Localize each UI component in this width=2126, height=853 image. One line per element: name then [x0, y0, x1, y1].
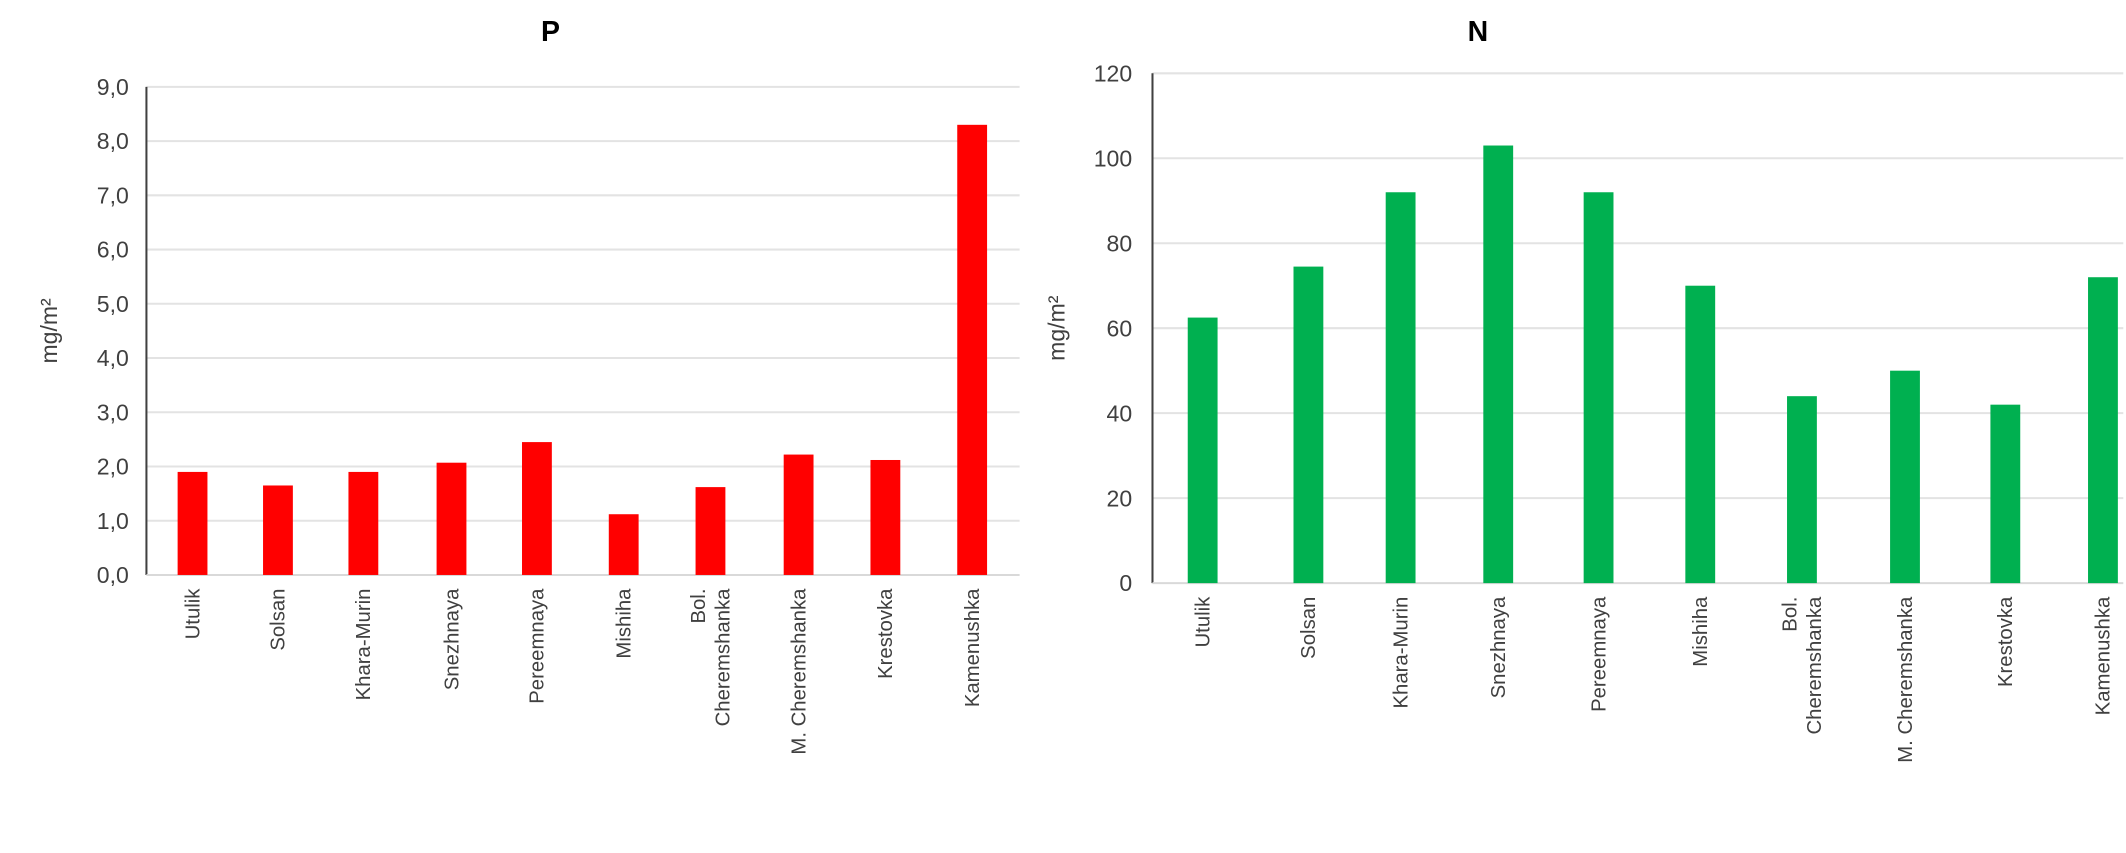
y-tick-label: 40: [1107, 400, 1133, 426]
bar-mishiha: [1685, 285, 1716, 584]
y-tick-label: 6,0: [97, 237, 129, 263]
x-tick-label: Pereemnaya: [527, 588, 549, 704]
bar-snezhnaya: [1483, 145, 1514, 584]
y-axis-label: mg/m²: [36, 298, 62, 364]
chart-p: P 0,0 1,0 2,0 3,0 4,0 5,0 6,0 7,0 8,0 9,0 mg/m² Utul…: [36, 16, 1020, 755]
y-tick-label: 2,0: [97, 454, 129, 480]
x-tick-label: Kamenushka: [962, 588, 984, 707]
y-tick-label: 5,0: [97, 291, 129, 317]
x-tick-label: Snezhnaya: [441, 588, 463, 690]
bar-utulik: [1187, 317, 1218, 584]
bar-m-cheremshanka: [783, 454, 814, 575]
bar-snezhnaya: [436, 462, 467, 575]
x-tick-label: Bol. Cheremshanka: [688, 588, 734, 727]
y-tick-label: 120: [1094, 60, 1132, 86]
x-tick-label: Solsan: [268, 589, 290, 651]
chart-n: N 0 20 40 60 80 100 120 mg/m² Utulik Solsan Khara-M…: [1043, 16, 2124, 763]
x-tick-label: Snezhnaya: [1488, 596, 1510, 698]
bar-bol-cheremshanka: [695, 487, 726, 575]
bar-solsan: [263, 485, 293, 575]
x-tick-label: Kamenushka: [2093, 596, 2115, 715]
y-tick-label: 0: [1119, 570, 1132, 596]
y-tick-label: 1,0: [97, 508, 129, 534]
chart-title: P: [541, 16, 560, 48]
x-tick-label: Bol. Cheremshanka: [1780, 596, 1826, 735]
y-tick-label: 7,0: [97, 182, 129, 208]
y-tick-label: 20: [1107, 485, 1133, 511]
bar-bol-cheremshanka: [1787, 396, 1817, 584]
x-tick-label: Solsan: [1298, 597, 1320, 659]
bar-kamenushka: [957, 124, 988, 575]
x-tick-label: M. Cheremshanka: [1895, 596, 1917, 763]
y-tick-label: 3,0: [97, 399, 129, 425]
bar-pereemnaya: [1583, 192, 1614, 584]
y-tick-label: 80: [1107, 230, 1133, 256]
x-tick-label: Utulik: [182, 588, 204, 640]
x-tick-label: Mishiha: [613, 588, 635, 659]
y-tick-label: 4,0: [97, 345, 129, 371]
y-tick-label: 60: [1107, 315, 1133, 341]
x-tick-label: M. Cheremshanka: [788, 588, 810, 755]
bar-solsan: [1293, 266, 1324, 584]
x-tick-label: Pereemnaya: [1588, 596, 1610, 712]
x-tick-label: Krestovka: [1995, 596, 2017, 687]
bar-khara-murin: [348, 471, 379, 575]
y-tick-label: 9,0: [97, 74, 129, 100]
x-tick-label: Khara-Murin: [353, 589, 375, 701]
y-tick-label: 100: [1094, 145, 1132, 171]
x-tick-label: Utulik: [1192, 596, 1214, 648]
y-tick-label: 0,0: [97, 562, 129, 588]
x-tick-label: Mishiha: [1690, 596, 1712, 667]
bar-khara-murin: [1385, 192, 1416, 584]
bar-krestovka: [870, 459, 901, 575]
y-axis-label: mg/m²: [1043, 295, 1069, 361]
bar-m-cheremshanka: [1890, 370, 1920, 584]
bar-utulik: [177, 471, 208, 575]
bar-kamenushka: [2088, 277, 2118, 584]
x-tick-label: Krestovka: [875, 588, 897, 679]
bar-pereemnaya: [522, 442, 552, 575]
bar-mishiha: [608, 514, 639, 575]
x-tick-label: Khara-Murin: [1390, 597, 1412, 709]
y-tick-label: 8,0: [97, 128, 129, 154]
chart-title: N: [1468, 16, 1489, 48]
bar-krestovka: [1990, 404, 2021, 584]
